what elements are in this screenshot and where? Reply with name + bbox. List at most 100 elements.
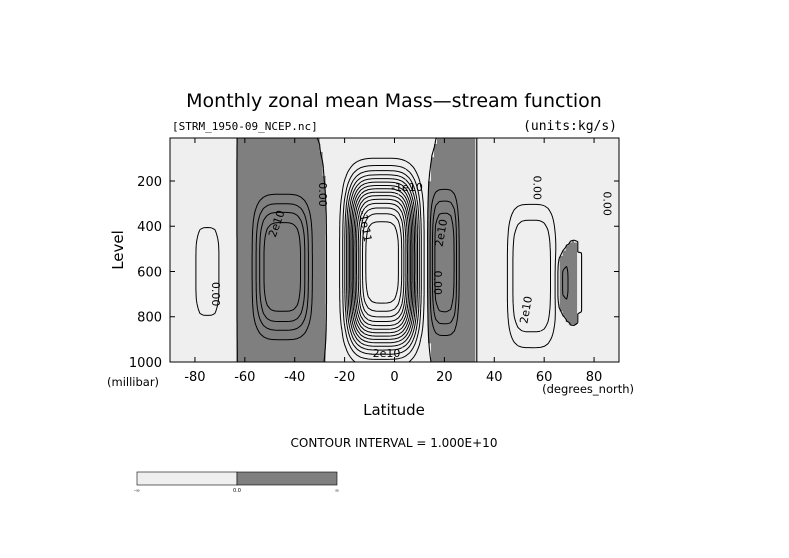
negative-region-cell <box>475 258 560 262</box>
colorbar-label-min: -∞ <box>134 488 140 494</box>
negative-region-cell <box>170 204 237 208</box>
negative-region-cell <box>325 276 429 280</box>
negative-region-cell <box>170 162 237 166</box>
negative-region-cell <box>475 292 560 296</box>
negative-region-cell <box>475 183 619 187</box>
negative-region-cell <box>325 228 429 232</box>
negative-region-cell <box>577 247 619 251</box>
negative-region-cell <box>475 303 560 307</box>
negative-region-cell <box>325 183 429 187</box>
negative-region-cell <box>170 311 237 315</box>
negative-region-cell <box>170 170 237 174</box>
negative-region-cell <box>577 276 619 280</box>
negative-region-cell <box>475 138 619 142</box>
negative-region-cell <box>475 175 619 179</box>
negative-contour <box>354 195 410 330</box>
negative-region-cell <box>475 164 619 168</box>
negative-region-cell <box>322 172 432 176</box>
negative-contour <box>349 181 416 344</box>
negative-region-cell <box>577 308 619 312</box>
negative-contour <box>351 188 413 337</box>
negative-region-cell <box>577 252 619 256</box>
negative-region-cell <box>475 154 619 158</box>
contour-label: 2e10 <box>517 295 535 325</box>
negative-region-cell <box>475 194 619 198</box>
negative-region-cell <box>325 284 429 288</box>
contour-label: 0.00 <box>601 191 614 216</box>
negative-region-cell <box>475 343 619 347</box>
negative-region-cell <box>170 234 237 238</box>
negative-region-cell <box>475 255 560 259</box>
negative-region-cell <box>319 138 438 142</box>
negative-region-cell <box>325 359 432 362</box>
negative-region-cell <box>325 311 429 315</box>
negative-region-cell <box>325 231 429 235</box>
y-tick-label: 200 <box>137 175 162 190</box>
negative-region-cell <box>325 290 429 294</box>
negative-region-cell <box>475 359 619 362</box>
negative-region-cell <box>475 151 619 155</box>
negative-region-cell <box>475 178 619 182</box>
negative-region-cell <box>325 236 429 240</box>
negative-region-cell <box>170 223 237 227</box>
negative-region-cell <box>325 188 429 192</box>
negative-region-cell <box>325 274 429 278</box>
negative-region-cell <box>170 308 237 312</box>
negative-region-cell <box>325 292 429 296</box>
negative-region-cell <box>170 210 237 214</box>
negative-contour <box>342 165 551 360</box>
negative-region-cell <box>170 300 237 304</box>
negative-region-cell <box>170 348 237 352</box>
contour-label: 0.00 <box>209 282 222 307</box>
negative-region-cell <box>325 258 429 262</box>
negative-region-cell <box>475 188 619 192</box>
negative-region-cell <box>475 319 566 323</box>
negative-region-cell <box>170 218 237 222</box>
negative-region-cell <box>325 351 432 355</box>
negative-region-cell <box>325 263 429 267</box>
x-tick-label: -40 <box>284 370 305 385</box>
negative-region-cell <box>170 356 237 360</box>
negative-region-cell <box>170 255 237 259</box>
negative-region-cell <box>170 154 237 158</box>
negative-region-cell <box>475 156 619 160</box>
negative-region-cell <box>325 306 429 310</box>
negative-region-cell <box>170 274 237 278</box>
x-tick-label: 60 <box>536 370 553 385</box>
negative-region-cell <box>170 183 237 187</box>
negative-region-cell <box>170 138 237 142</box>
negative-region-cell <box>475 202 619 206</box>
x-units-label: (degrees_north) <box>542 382 634 396</box>
negative-region-cell <box>577 244 619 248</box>
negative-contour <box>356 198 408 327</box>
negative-region-cell <box>170 231 237 235</box>
file-label: [STRM_1950-09_NCEP.nc] <box>172 120 318 133</box>
zero-contour <box>236 138 583 362</box>
negative-region-cell <box>475 338 619 342</box>
negative-region-cell <box>325 218 429 222</box>
negative-region-cell <box>325 175 432 179</box>
negative-region-cell <box>170 295 237 299</box>
negative-region-cell <box>325 346 432 350</box>
negative-region-cell <box>475 324 619 328</box>
negative-region-cell <box>170 250 237 254</box>
negative-region-cell <box>577 322 619 326</box>
negative-region-cell <box>170 330 237 334</box>
contour-label: 0.00 <box>316 182 329 207</box>
negative-region-cell <box>170 220 237 224</box>
negative-contour <box>350 185 414 340</box>
negative-region-cell <box>475 199 619 203</box>
negative-region-cell <box>325 199 429 203</box>
negative-region-cell <box>475 186 619 190</box>
negative-region-cell <box>325 223 429 227</box>
negative-region-cell <box>475 250 563 254</box>
negative-region-cell <box>170 279 237 283</box>
negative-contour <box>195 157 557 362</box>
positive-contour <box>259 211 455 322</box>
plot-area: 2e100.000.00-1e11-1e102e100.000.002e100.… <box>129 137 620 385</box>
negative-region-cell <box>170 271 237 275</box>
negative-region-cell <box>170 359 237 362</box>
negative-region-cell <box>170 239 237 243</box>
negative-region-cell <box>577 300 619 304</box>
negative-region-cell <box>319 143 435 147</box>
